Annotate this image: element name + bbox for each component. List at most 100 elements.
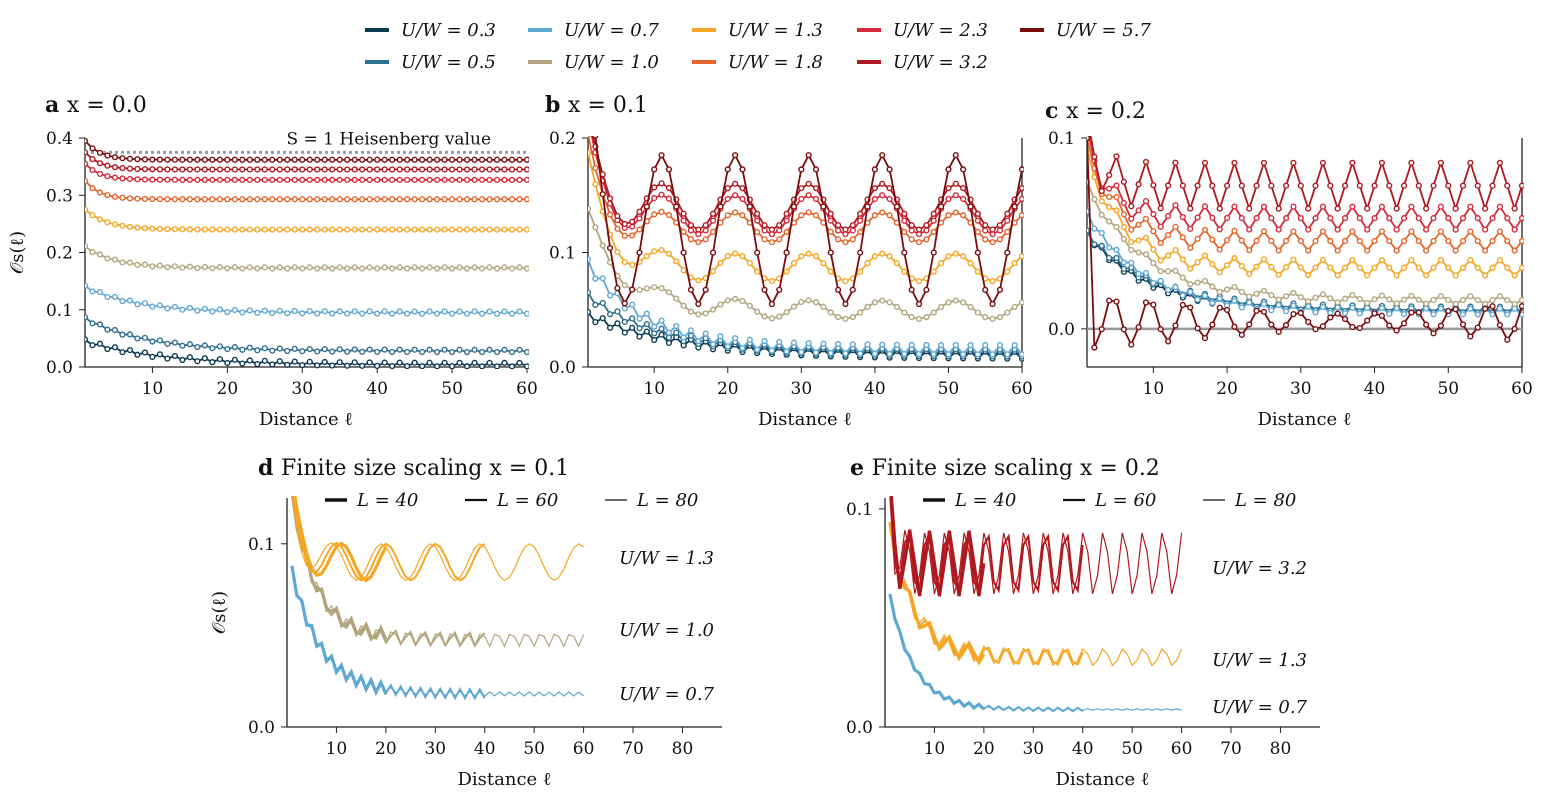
data-point — [119, 222, 126, 229]
series-line — [291, 496, 584, 582]
data-point — [1172, 322, 1179, 329]
data-point — [842, 315, 849, 322]
data-point — [111, 164, 119, 171]
data-point — [351, 156, 358, 163]
data-point — [1223, 214, 1231, 222]
data-point — [1400, 182, 1408, 189]
data-point — [1452, 306, 1459, 313]
data-point — [945, 195, 952, 203]
data-point — [967, 203, 974, 210]
data-point — [643, 328, 650, 335]
data-point — [216, 176, 223, 183]
data-point — [592, 136, 599, 139]
data-point — [960, 299, 967, 306]
x-tick-label: 80 — [1270, 739, 1292, 759]
data-point — [1216, 304, 1223, 311]
data-point — [1004, 309, 1011, 316]
data-point — [1327, 215, 1334, 222]
data-point — [254, 156, 261, 163]
data-point — [216, 226, 223, 233]
data-point — [871, 253, 878, 260]
data-point — [665, 334, 673, 341]
data-point — [1319, 303, 1327, 311]
data-point — [842, 226, 849, 233]
data-point — [915, 350, 923, 358]
data-point — [952, 152, 959, 159]
data-point — [857, 249, 864, 256]
data-point — [960, 185, 967, 192]
data-point — [381, 359, 388, 366]
data-point — [329, 156, 336, 163]
data-point — [798, 298, 805, 306]
data-point — [1106, 185, 1113, 192]
data-point — [952, 297, 959, 304]
data-point — [426, 166, 433, 173]
data-point — [651, 284, 658, 291]
data-point — [516, 264, 523, 271]
data-point — [835, 227, 842, 234]
data-point — [246, 307, 253, 314]
data-point — [1452, 205, 1459, 212]
data-point — [952, 341, 959, 349]
data-point — [119, 331, 126, 338]
data-point — [254, 176, 261, 183]
data-point — [1238, 331, 1245, 338]
data-point — [224, 345, 231, 353]
data-point — [1489, 296, 1496, 304]
data-point — [783, 249, 790, 256]
x-tick-label: 60 — [1511, 379, 1533, 399]
data-point — [246, 357, 253, 364]
x-tick-label: 30 — [424, 739, 446, 759]
data-point — [194, 226, 201, 233]
data-point — [246, 344, 253, 351]
data-point — [768, 239, 775, 246]
data-point — [1231, 203, 1238, 210]
data-point — [1482, 226, 1489, 233]
data-point — [1341, 182, 1349, 189]
data-point — [1305, 298, 1312, 305]
data-point — [915, 315, 923, 322]
data-point — [1201, 159, 1209, 166]
data-point — [134, 351, 141, 358]
data-point — [209, 265, 216, 272]
data-point — [1128, 203, 1135, 210]
data-point — [396, 226, 403, 233]
data-point — [1172, 202, 1179, 209]
data-point — [404, 265, 411, 272]
data-point — [974, 210, 981, 217]
data-point — [1268, 307, 1275, 314]
data-point — [284, 196, 291, 203]
data-point — [621, 300, 628, 307]
data-point — [1098, 211, 1105, 218]
data-point — [945, 212, 952, 219]
x-tick-label: 40 — [1364, 379, 1386, 399]
data-point — [156, 196, 164, 203]
data-point — [284, 166, 291, 173]
x-tick-label: 70 — [622, 739, 644, 759]
data-point — [1087, 227, 1091, 234]
data-point — [344, 362, 351, 369]
size-legend-label: L = 80 — [1234, 490, 1296, 511]
data-point — [85, 149, 89, 156]
data-point — [448, 265, 456, 272]
data-point — [857, 217, 864, 224]
data-point — [314, 156, 321, 163]
data-point — [606, 195, 614, 202]
data-point — [126, 223, 134, 230]
data-point — [441, 264, 448, 271]
data-point — [1415, 264, 1422, 271]
data-point — [134, 224, 141, 231]
data-point — [1400, 296, 1408, 303]
data-point — [1275, 226, 1282, 233]
data-point — [1356, 182, 1363, 189]
data-point — [1459, 237, 1467, 245]
data-point — [960, 253, 967, 260]
data-point — [246, 176, 253, 183]
data-point — [1018, 195, 1024, 203]
data-point — [1386, 215, 1393, 222]
data-point — [1209, 182, 1216, 189]
data-point — [1172, 267, 1179, 274]
data-point — [119, 298, 126, 305]
data-point — [1378, 305, 1386, 312]
data-point — [864, 341, 871, 348]
